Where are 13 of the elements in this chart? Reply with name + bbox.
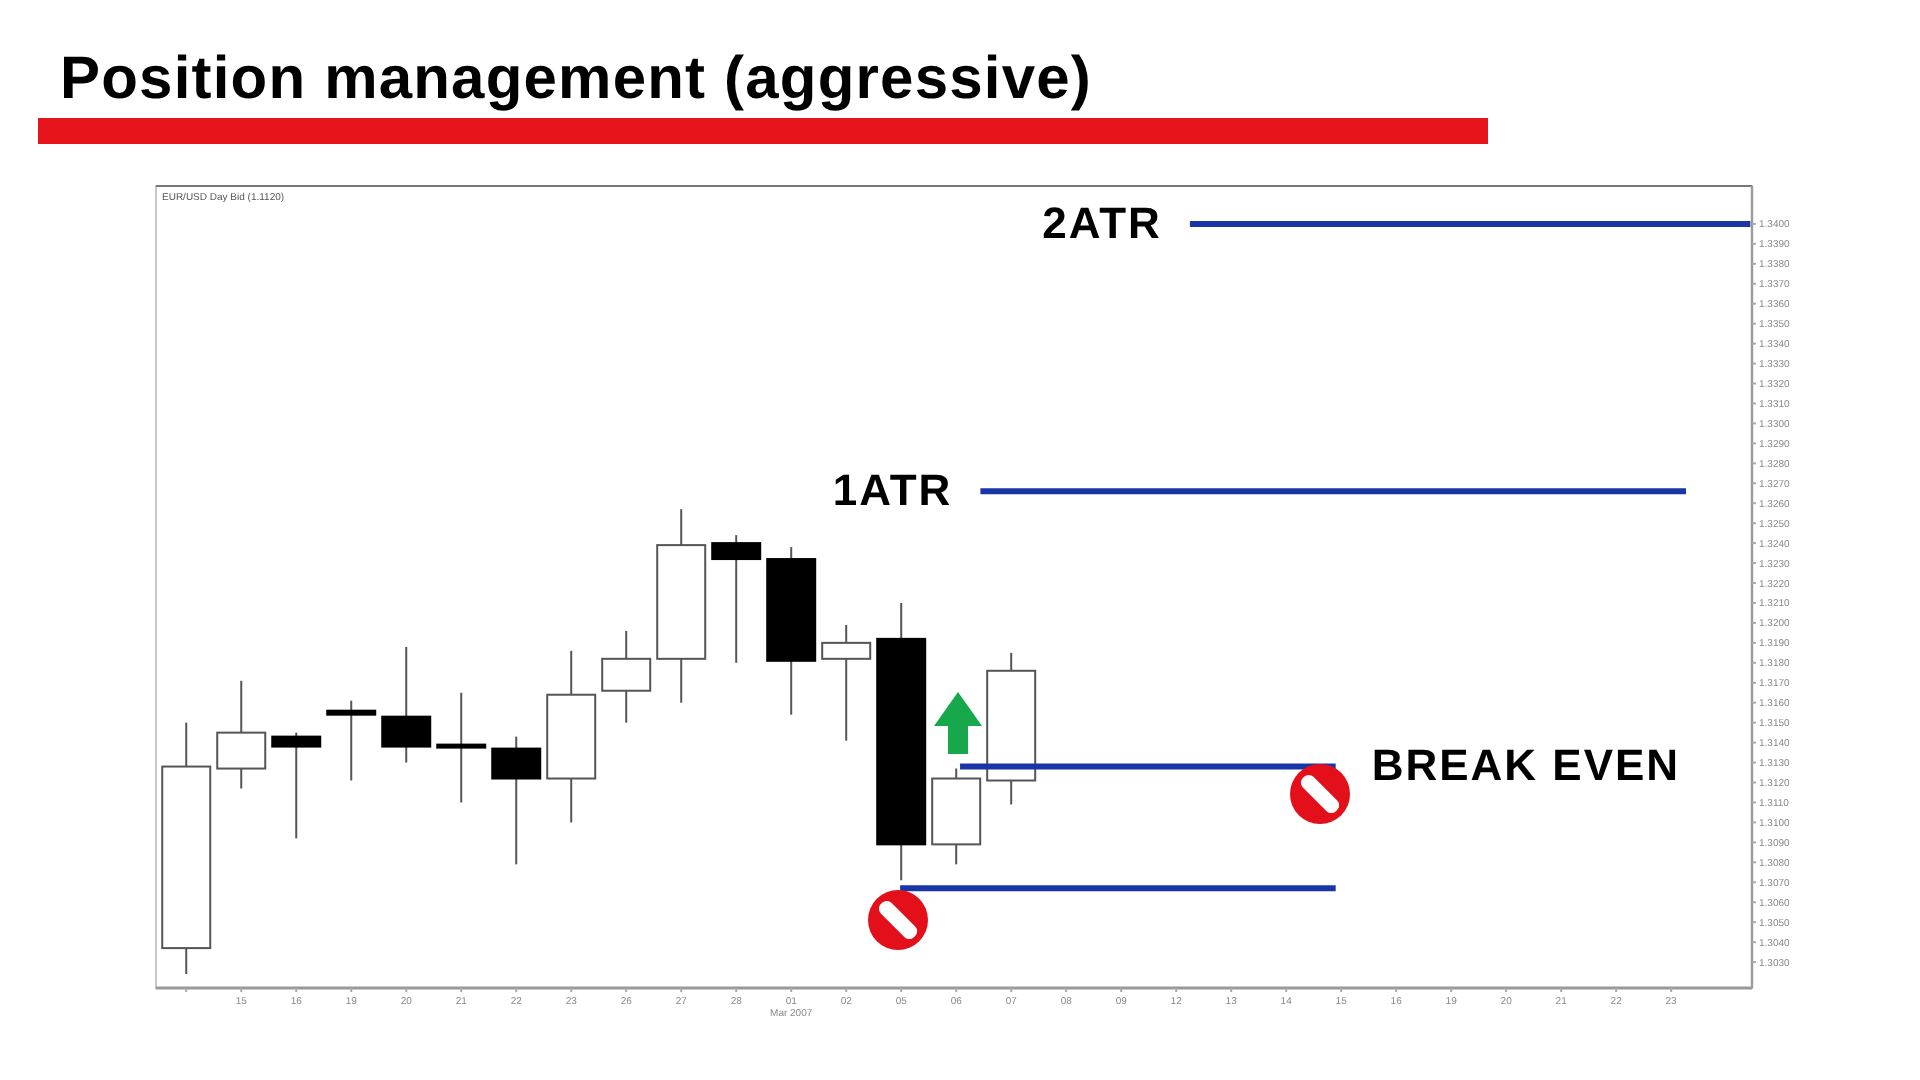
candlestick [711,534,762,664]
candlestick [271,731,322,840]
candlestick [326,699,377,782]
candlestick [436,691,487,804]
ref-line-label: 1ATR [832,465,953,516]
candlestick [216,679,267,790]
chart-title: Position management (aggressive) [60,46,1093,112]
candlestick [381,645,432,764]
ref-line-label: 2ATR [1042,197,1162,248]
ref-line-label: BREAK EVEN [1371,740,1681,791]
candlestick [821,623,872,742]
candlestick [601,629,652,724]
candlestick [491,735,542,866]
